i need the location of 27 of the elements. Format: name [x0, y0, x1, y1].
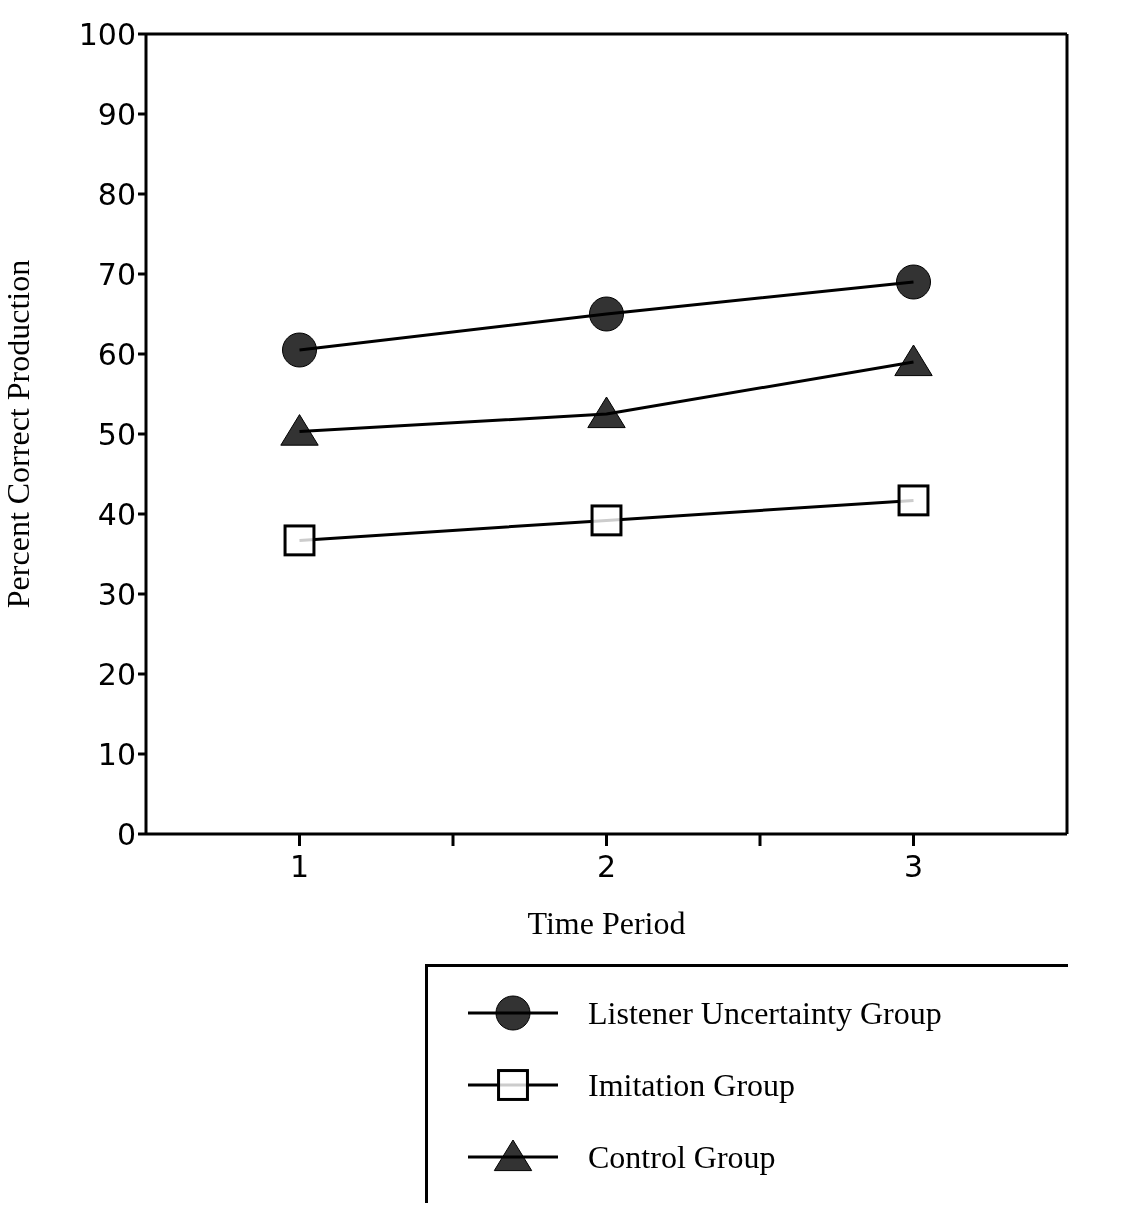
- legend-label: Imitation Group: [588, 1066, 796, 1104]
- point: [590, 504, 623, 537]
- x-axis-title: Time Period: [527, 905, 686, 941]
- y-tick-label: 30: [97, 576, 136, 612]
- x-tick-label: 1: [289, 849, 310, 885]
- y-tick-label: 50: [97, 416, 136, 452]
- x-tick-label: 3: [903, 849, 924, 885]
- legend-label: Listener Uncertainty Group: [588, 994, 942, 1032]
- point: [897, 484, 930, 517]
- point: [587, 396, 626, 429]
- point: [280, 414, 319, 446]
- y-tick-label: 0: [116, 816, 136, 852]
- y-tick-label: 70: [97, 256, 136, 292]
- y-tick-label: 80: [97, 176, 136, 212]
- point: [283, 524, 316, 557]
- y-tick-label: 10: [97, 736, 136, 772]
- x-tick-label: 2: [596, 849, 617, 885]
- y-tick-label: 90: [97, 96, 136, 132]
- y-tick-label: 100: [78, 16, 136, 52]
- point: [282, 332, 317, 368]
- y-tick-label: 40: [97, 496, 136, 532]
- y-tick-label: 20: [97, 656, 136, 692]
- legend-label: Control Group: [588, 1138, 776, 1176]
- y-tick-label: 60: [97, 336, 136, 372]
- point: [896, 264, 931, 300]
- point: [894, 344, 933, 377]
- point: [589, 296, 624, 332]
